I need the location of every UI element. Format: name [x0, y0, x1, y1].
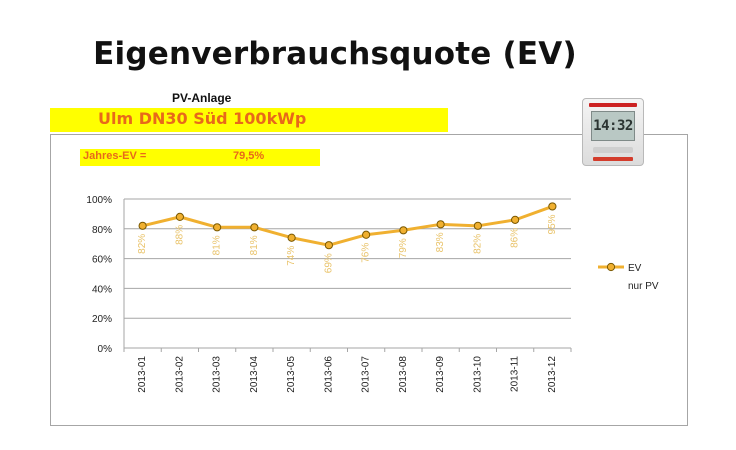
plant-banner: Ulm DN30 Süd 100kWp [50, 108, 448, 132]
x-tick-label: 2013-07 [361, 356, 372, 393]
x-tick-label: 2013-05 [286, 356, 297, 393]
device-display: 14:32 [591, 111, 635, 141]
device-stripe [593, 157, 633, 161]
device-brand-bar [589, 103, 637, 107]
ev-data-label: 76% [361, 243, 372, 263]
x-tick-label: 2013-04 [249, 356, 260, 393]
x-tick-label: 2013-03 [212, 356, 223, 393]
ev-data-point [399, 226, 408, 235]
ev-data-label: 69% [323, 253, 334, 273]
legend: EV nur PV [598, 262, 659, 292]
ev-data-label: 86% [510, 228, 521, 248]
ev-data-label: 74% [286, 246, 297, 266]
ev-data-point [287, 233, 296, 242]
x-tick-label: 2013-09 [435, 356, 446, 393]
ev-data-label: 95% [547, 214, 558, 234]
ev-data-point [250, 223, 259, 232]
ev-series-line [142, 205, 553, 247]
device-buttons [593, 147, 633, 153]
ev-data-label: 83% [435, 232, 446, 252]
ev-data-point [213, 223, 222, 232]
legend-label-nur-pv: nur PV [628, 281, 659, 292]
x-tick-label: 2013-10 [472, 356, 483, 393]
y-tick-label: 40% [92, 284, 112, 295]
x-tick-label: 2013-08 [398, 356, 409, 393]
ev-data-point [473, 221, 482, 230]
ev-data-point [175, 212, 184, 221]
x-tick-label: 2013-12 [547, 356, 558, 393]
grid-layer [124, 198, 571, 349]
ev-data-label: 82% [472, 234, 483, 254]
ev-data-label: 88% [174, 225, 185, 245]
y-tick-label: 100% [86, 195, 112, 206]
ev-data-point [362, 230, 371, 239]
x-tick-label: 2013-06 [323, 356, 334, 393]
annual-ev-label: Jahres-EV = [83, 150, 147, 162]
y-tick-label: 0% [98, 344, 113, 355]
ev-data-point [511, 215, 520, 224]
plant-name: Ulm DN30 Süd 100kWp [98, 109, 307, 128]
legend-marker-swatch [606, 262, 616, 272]
x-tick-label: 2013-01 [137, 356, 148, 393]
legend-label-ev: EV [628, 263, 642, 274]
ev-data-point [324, 241, 333, 250]
y-tick-label: 20% [92, 314, 112, 325]
annual-ev-value: 79,5% [233, 150, 265, 162]
ev-data-point [436, 220, 445, 229]
data-label-layer: 82% 88% 81% 81% 74% 69% 76% 79% 83% 82% 86% 95% [137, 214, 558, 273]
ev-data-point [138, 221, 147, 230]
axis-layer: 0% 20% 40% 60% 80% 100% 2013-01 2013-02 2013-03 2… [86, 195, 572, 393]
monitoring-device-icon: 14:32 [582, 98, 644, 166]
ev-data-label: 81% [249, 235, 260, 255]
x-tick-label: 2013-02 [174, 356, 185, 393]
ev-data-label: 81% [212, 235, 223, 255]
x-tick-label: 2013-11 [510, 356, 521, 392]
page-title: Eigenverbrauchsquote (EV) [93, 36, 577, 72]
series-layer [138, 202, 557, 250]
y-tick-label: 60% [92, 255, 112, 266]
annual-ev-box: Jahres-EV = 79,5% [80, 149, 320, 166]
ev-data-label: 79% [398, 238, 409, 258]
chart-frame [50, 134, 688, 426]
plant-subtitle: PV-Anlage [172, 91, 232, 105]
ev-data-point [548, 202, 557, 211]
y-tick-label: 80% [92, 225, 112, 236]
ev-data-label: 82% [137, 234, 148, 254]
